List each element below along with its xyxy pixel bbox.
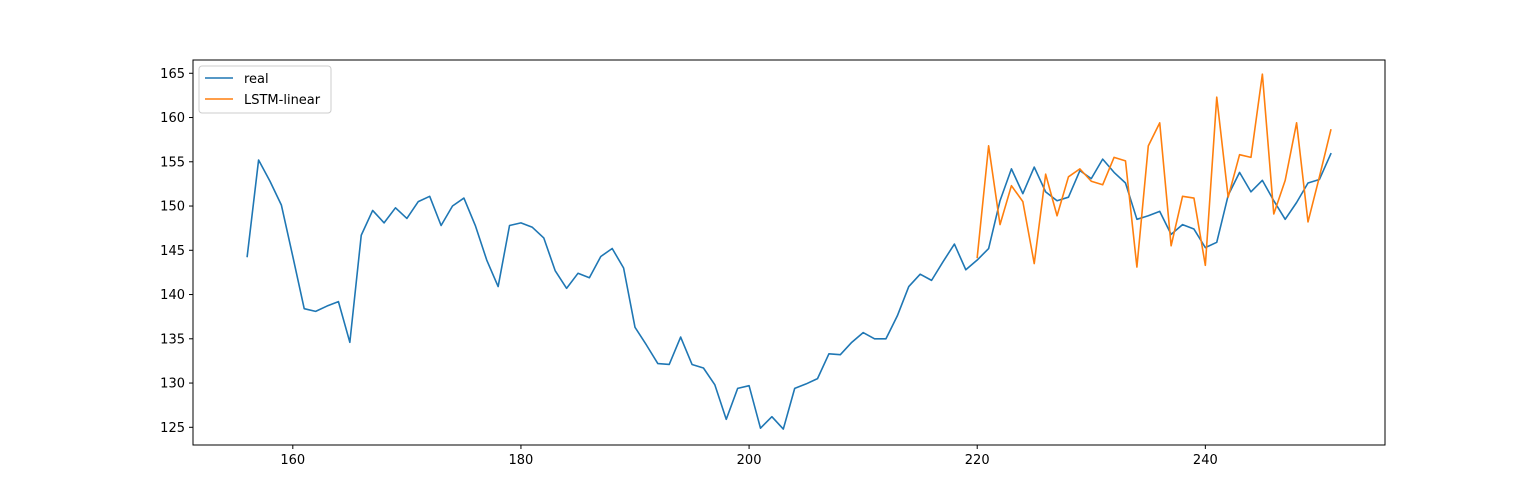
y-tick-label: 130 — [160, 377, 185, 392]
x-tick-label: 240 — [1193, 453, 1218, 468]
x-tick-label: 220 — [965, 453, 990, 468]
x-tick-label: 200 — [737, 453, 762, 468]
x-tick-label: 180 — [509, 453, 534, 468]
legend: real LSTM-linear — [198, 65, 332, 114]
legend-label-real: real — [244, 72, 269, 87]
series-line-lstm-linear — [976, 73, 1332, 268]
series-line-real — [246, 152, 1332, 430]
plot-area — [193, 60, 1385, 445]
y-tick-label: 135 — [160, 332, 185, 347]
y-tick-label: 140 — [160, 288, 185, 303]
x-axis-ticks: 160 180 200 220 240 — [280, 445, 1218, 468]
series-layer — [246, 73, 1332, 430]
y-tick-label: 125 — [160, 421, 185, 436]
x-tick-label: 160 — [280, 453, 305, 468]
y-tick-label: 165 — [160, 67, 185, 82]
legend-label-lstm-linear: LSTM-linear — [244, 93, 321, 108]
y-tick-label: 145 — [160, 244, 185, 259]
y-tick-label: 155 — [160, 155, 185, 170]
y-axis-ticks: 125 130 135 140 145 150 155 160 165 — [160, 67, 193, 436]
y-tick-label: 150 — [160, 200, 185, 215]
plot-frame — [192, 59, 1386, 446]
y-tick-label: 160 — [160, 111, 185, 126]
